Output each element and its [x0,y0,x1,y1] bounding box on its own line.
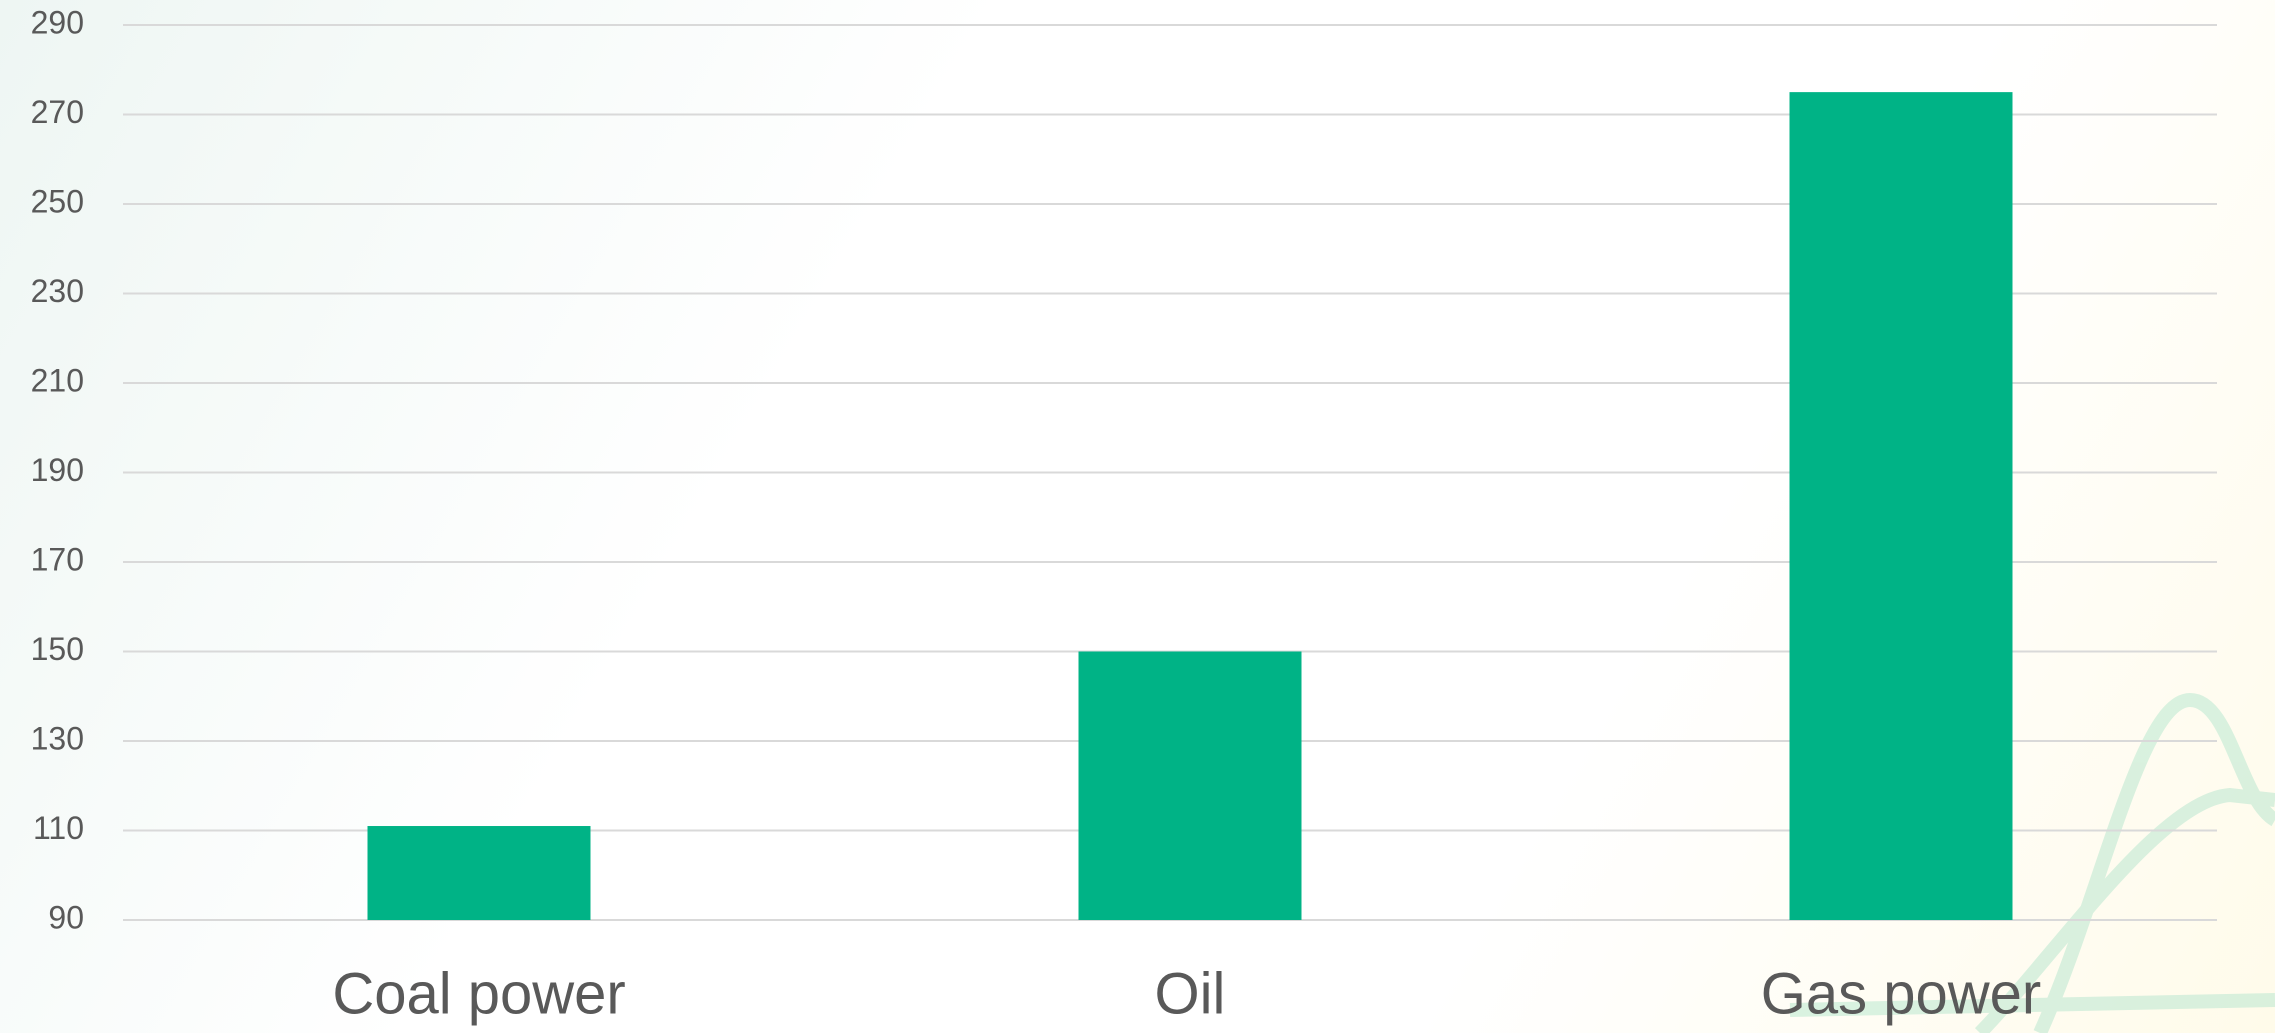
y-tick-label: 190 [31,452,84,488]
bar [1078,651,1302,920]
y-tick-label: 210 [31,362,84,398]
y-tick-label: 250 [31,183,84,219]
y-tick-label: 270 [31,94,84,130]
bar [1789,92,2013,920]
y-tick-label: 110 [33,810,84,846]
y-tick-label: 150 [31,631,84,667]
y-tick-label: 230 [31,273,84,309]
x-tick-label: Oil [1155,961,1226,1026]
y-tick-label: 170 [31,541,84,577]
y-tick-label: 130 [31,720,84,756]
y-tick-label: 290 [31,4,84,40]
bar [367,826,591,920]
y-tick-label: 90 [48,899,84,935]
x-tick-label: Coal power [332,961,625,1026]
x-tick-label: Gas power [1761,961,2041,1026]
decoration [1789,692,2275,1033]
